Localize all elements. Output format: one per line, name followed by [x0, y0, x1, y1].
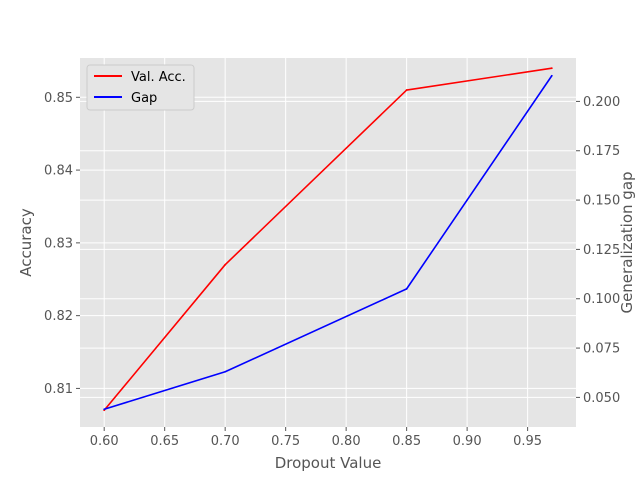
series-line-val-acc — [103, 67, 552, 411]
legend: Val. Acc. Gap — [86, 64, 195, 111]
y-left-tick-label: 0.83 — [44, 236, 73, 251]
x-tick-label: 0.75 — [271, 434, 300, 449]
y-axis-right-label: Generalization gap — [618, 171, 636, 313]
x-tick-label: 0.70 — [211, 434, 240, 449]
y-left-tick-label: 0.82 — [44, 309, 73, 324]
data-point-val-acc — [224, 263, 227, 266]
y-left-tick-label: 0.81 — [44, 382, 73, 397]
data-point-val-acc — [405, 89, 408, 91]
y-right-tick-label: 0.050 — [583, 391, 620, 406]
series-layer — [103, 67, 553, 412]
x-tick-label: 0.95 — [513, 434, 542, 449]
x-tick-label: 0.65 — [150, 434, 179, 449]
y-left-tick-label: 0.84 — [44, 164, 73, 179]
y-left-tick-label: 0.85 — [44, 91, 73, 106]
tick-layer: 0.60 0.65 0.70 0.75 0.80 0.85 0.90 0.95 0.81 0.82… — [44, 91, 620, 449]
legend-entry-val-acc: Val. Acc. — [131, 70, 186, 85]
y-right-tick-label: 0.175 — [583, 144, 620, 159]
x-tick-label: 0.90 — [453, 434, 482, 449]
grid-lines — [80, 58, 576, 427]
y-right-tick-label: 0.100 — [583, 292, 620, 307]
data-point-gap — [224, 370, 227, 373]
legend-entry-gap: Gap — [131, 91, 157, 106]
y-right-tick-label: 0.125 — [583, 243, 620, 258]
series-line-gap — [103, 75, 553, 411]
x-tick-label: 0.60 — [90, 434, 119, 449]
y-right-tick-label: 0.075 — [583, 342, 620, 357]
data-point-gap — [550, 74, 553, 77]
y-axis-left-label: Accuracy — [17, 208, 35, 277]
x-axis-label: Dropout Value — [275, 454, 382, 472]
x-tick-label: 0.85 — [392, 434, 421, 449]
x-tick-label: 0.80 — [332, 434, 361, 449]
data-point-val-acc — [550, 67, 553, 70]
data-point-gap — [405, 287, 408, 290]
y-right-tick-label: 0.200 — [583, 95, 620, 110]
y-right-tick-label: 0.150 — [583, 194, 620, 209]
data-point-gap — [103, 408, 106, 411]
